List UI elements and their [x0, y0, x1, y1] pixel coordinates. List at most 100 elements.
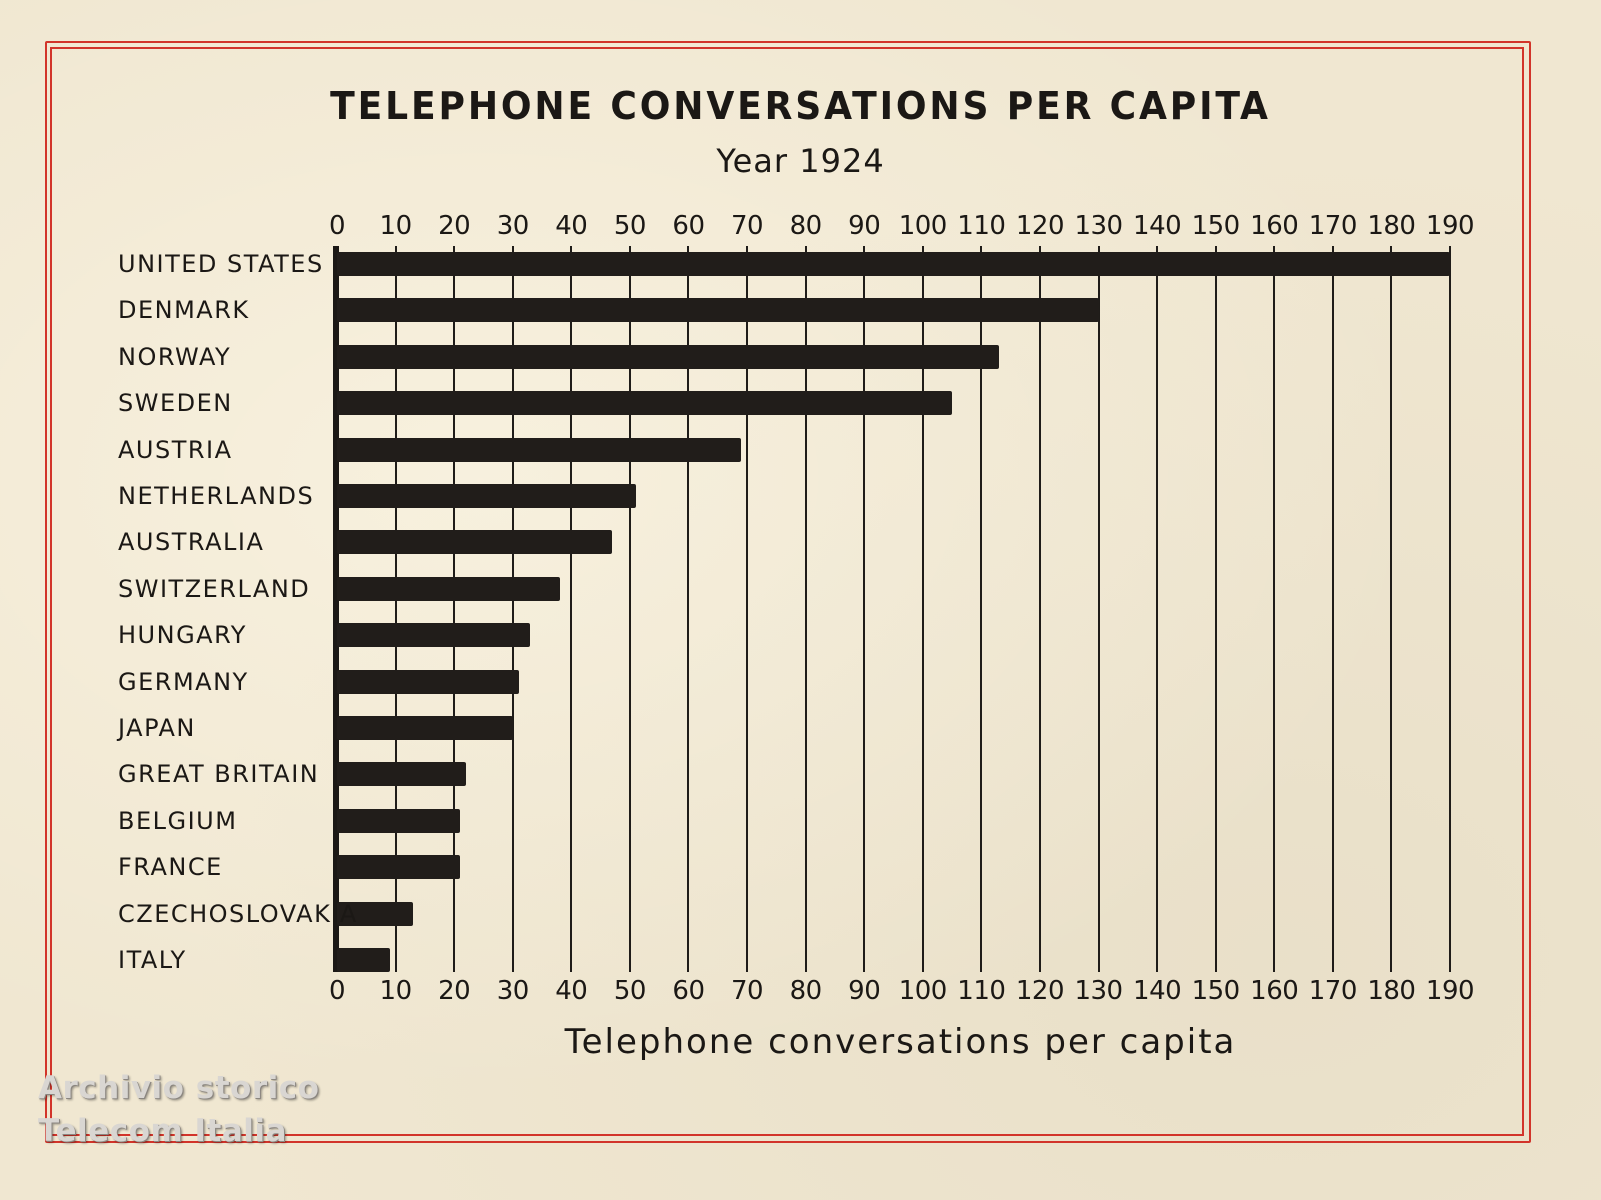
x-tick-label-bottom: 0 [328, 976, 346, 1006]
grid-line [921, 246, 924, 972]
bar-japan [337, 716, 513, 740]
grid-line [453, 246, 456, 972]
chart-subtitle: Year 1924 [716, 142, 885, 180]
grid-line [1156, 246, 1159, 972]
x-tick-label-bottom: 60 [672, 976, 705, 1006]
category-label: GREAT BRITAIN [118, 760, 320, 789]
bar-sweden [337, 391, 953, 416]
category-label: JAPAN [118, 714, 196, 742]
x-tick-label-bottom: 20 [438, 976, 471, 1006]
x-tick-label-bottom: 40 [555, 976, 588, 1006]
category-label: SWITZERLAND [118, 574, 311, 603]
x-tick-label-top: 120 [1015, 211, 1065, 241]
bar-hungary [337, 623, 531, 648]
x-tick-label-top: 20 [438, 211, 471, 241]
x-tick-label-bottom: 130 [1074, 976, 1123, 1006]
bar-united-states [337, 252, 1450, 276]
bar-czechoslovakia [337, 901, 414, 926]
x-tick-label-top: 180 [1367, 211, 1416, 241]
x-tick-label-top: 150 [1191, 211, 1241, 241]
category-label: AUSTRALIA [118, 528, 265, 557]
category-label: ITALY [118, 946, 187, 974]
bar-austria [337, 437, 742, 462]
x-tick-label-bottom: 160 [1250, 976, 1299, 1006]
category-label: FRANCE [118, 853, 223, 882]
x-tick-label-top: 40 [555, 211, 588, 241]
grid-line [1214, 246, 1217, 972]
x-tick-label-bottom: 80 [789, 976, 823, 1006]
grid-line [394, 246, 397, 972]
x-axis-label: Telephone conversations per capita [564, 1022, 1237, 1062]
bar-italy [337, 948, 390, 972]
grid-line [863, 246, 866, 972]
category-label: NORWAY [118, 342, 232, 371]
x-tick-label-top: 70 [731, 211, 764, 241]
grid-line [1331, 246, 1334, 972]
x-tick-label-top: 0 [328, 211, 346, 241]
x-tick-label-top: 10 [379, 211, 413, 241]
x-tick-label-bottom: 140 [1133, 976, 1182, 1006]
x-tick-label-bottom: 120 [1015, 976, 1065, 1006]
bar-denmark [337, 298, 1099, 323]
x-tick-label-top: 130 [1074, 211, 1123, 241]
x-tick-label-top: 170 [1308, 211, 1358, 241]
x-tick-label-top: 190 [1425, 211, 1475, 241]
grid-line [1390, 246, 1393, 972]
x-tick-label-top: 50 [613, 211, 647, 241]
grid-line [1097, 246, 1100, 972]
category-label: SWEDEN [118, 389, 233, 418]
watermark-line-1: Archivio storico [38, 1070, 320, 1106]
x-tick-label-top: 90 [848, 211, 881, 241]
grid-line [570, 246, 573, 972]
outer-red-frame [45, 41, 1531, 1143]
x-tick-label-bottom: 170 [1308, 976, 1358, 1006]
grid-line [746, 246, 749, 972]
x-tick-label-bottom: 90 [848, 976, 881, 1006]
category-label: AUSTRIA [118, 435, 233, 464]
grid-line [687, 246, 690, 972]
category-label: HUNGARY [118, 621, 247, 650]
bar-belgium [337, 808, 461, 833]
watermark-line-2: Telecom Italia [38, 1113, 287, 1149]
chart-title: TELEPHONE CONVERSATIONS PER CAPITA [330, 84, 1271, 128]
bar-netherlands [337, 484, 636, 508]
grid-line [628, 246, 631, 972]
category-label: UNITED STATES [118, 250, 324, 278]
x-tick-label-top: 30 [496, 211, 530, 241]
grid-line [1038, 246, 1041, 972]
x-tick-label-bottom: 30 [496, 976, 530, 1006]
grid-line [804, 246, 807, 972]
grid-line [511, 246, 514, 972]
grid-line [980, 246, 983, 972]
grid-line [1273, 246, 1276, 972]
y-axis-line [333, 246, 339, 972]
x-tick-label-top: 160 [1250, 211, 1299, 241]
category-label: NETHERLANDS [118, 482, 315, 510]
x-tick-label-bottom: 70 [731, 976, 764, 1006]
x-tick-label-bottom: 150 [1191, 976, 1241, 1006]
x-tick-label-top: 100 [898, 211, 948, 241]
category-label: CZECHOSLOVAKIA [118, 899, 358, 928]
bar-australia [337, 530, 613, 555]
bar-norway [337, 344, 999, 369]
inner-red-frame [50, 47, 1524, 1136]
x-tick-label-bottom: 180 [1367, 976, 1416, 1006]
x-tick-label-bottom: 100 [898, 976, 948, 1006]
category-label: BELGIUM [118, 806, 238, 835]
x-tick-label-bottom: 50 [613, 976, 647, 1006]
x-tick-label-top: 80 [789, 211, 823, 241]
x-tick-label-bottom: 10 [379, 976, 413, 1006]
x-tick-label-top: 60 [672, 211, 705, 241]
x-tick-label-bottom: 110 [957, 976, 1006, 1006]
bar-germany [337, 669, 519, 694]
x-tick-label-top: 110 [957, 211, 1006, 241]
bar-france [337, 855, 461, 880]
category-label: GERMANY [118, 667, 249, 696]
bar-great-britain [337, 762, 466, 787]
x-tick-label-top: 140 [1133, 211, 1182, 241]
grid-line [1449, 246, 1451, 972]
category-label: DENMARK [118, 296, 250, 325]
bar-switzerland [337, 576, 560, 601]
x-tick-label-bottom: 190 [1425, 976, 1475, 1006]
